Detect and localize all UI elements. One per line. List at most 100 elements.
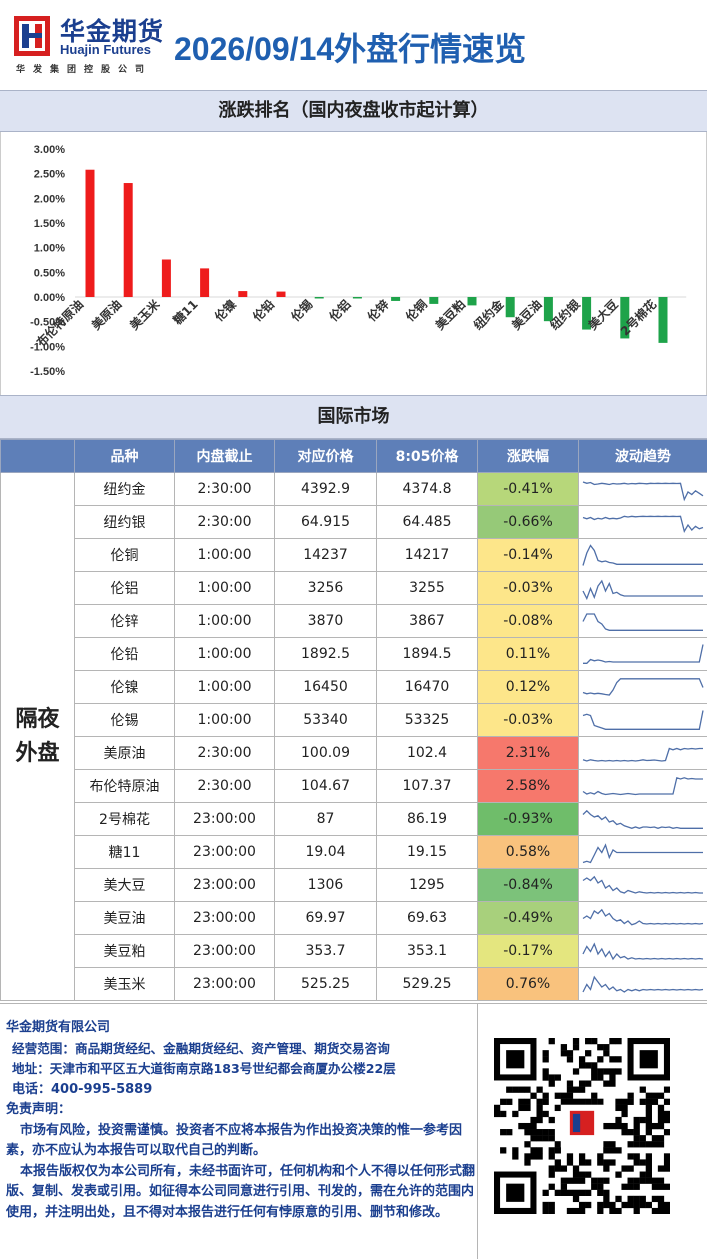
bar-美豆油 — [543, 297, 553, 322]
cell-ref-price: 1306 — [274, 868, 377, 902]
cell-ref-price: 87 — [274, 802, 377, 836]
bar-伦铜 — [429, 297, 439, 304]
cell-cutoff: 1:00:00 — [174, 604, 275, 638]
x-tick-label: 伦铝 — [326, 297, 354, 325]
cell-trend — [578, 967, 707, 1001]
table-header-row: 品种 内盘截止 对应价格 8:05价格 涨跌幅 波动趋势 — [0, 439, 707, 473]
cell-cutoff: 23:00:00 — [174, 868, 275, 902]
y-tick-label: -1.00% — [30, 341, 65, 353]
trend-sparkline — [582, 975, 704, 993]
y-tick-label: 2.50% — [34, 169, 65, 181]
trend-line — [582, 677, 704, 696]
cell-cutoff: 23:00:00 — [174, 901, 275, 935]
cell-trend — [578, 637, 707, 671]
x-tick-label: 伦铜 — [402, 297, 430, 325]
ranking-section-title: 涨跌排名（国内夜盘收市起计算） — [0, 90, 707, 132]
trend-line — [582, 941, 704, 960]
cell-ref-price: 69.97 — [274, 901, 377, 935]
cell-ref-price: 3870 — [274, 604, 377, 638]
header-group — [0, 439, 75, 473]
trend-sparkline — [582, 612, 703, 631]
table-row: 伦铜 1:00:00 14237 14217 -0.14% — [1, 538, 707, 572]
cell-price-805: 529.25 — [376, 967, 478, 1001]
cell-ref-price: 53340 — [274, 703, 377, 737]
table-row: 美大豆 23:00:00 1306 1295 -0.84% — [1, 868, 707, 902]
cell-name: 伦铝 — [74, 571, 175, 605]
cell-trend — [578, 472, 707, 506]
trend-line — [582, 709, 704, 730]
bar-2号棉花 — [658, 297, 668, 343]
trend-sparkline — [582, 809, 703, 829]
cell-name: 伦锡 — [74, 703, 175, 737]
cell-trend — [578, 505, 707, 539]
trend-sparkline — [582, 776, 703, 795]
trend-sparkline — [582, 677, 704, 696]
trend-line — [582, 515, 704, 533]
cell-cutoff: 1:00:00 — [174, 538, 275, 572]
cell-change: 2.31% — [477, 736, 579, 770]
trend-sparkline — [582, 480, 704, 501]
trend-sparkline — [582, 543, 703, 566]
cell-cutoff: 23:00:00 — [174, 802, 275, 836]
cell-ref-price: 100.09 — [274, 736, 377, 770]
x-tick-label: 美玉米 — [126, 296, 163, 333]
trend-sparkline — [582, 747, 703, 762]
trend-line — [582, 809, 703, 829]
company-name: 华金期货有限公司 — [6, 1020, 111, 1035]
cell-price-805: 3867 — [376, 604, 478, 638]
cell-name: 伦铅 — [74, 637, 175, 671]
cell-change: 2.58% — [477, 769, 579, 803]
trend-line — [582, 908, 704, 926]
cell-price-805: 4374.8 — [376, 472, 478, 506]
table-row: 伦铅 1:00:00 1892.5 1894.5 0.11% — [1, 637, 707, 671]
cell-change: 0.76% — [477, 967, 579, 1001]
cell-ref-price: 353.7 — [274, 934, 377, 968]
cell-name: 2号棉花 — [74, 802, 175, 836]
bar-伦锡 — [314, 297, 324, 299]
bar-伦铅 — [276, 291, 286, 297]
cell-price-805: 19.15 — [376, 835, 478, 869]
cell-cutoff: 23:00:00 — [174, 967, 275, 1001]
trend-sparkline — [582, 842, 703, 863]
cell-name: 美豆油 — [74, 901, 175, 935]
cell-price-805: 14217 — [376, 538, 478, 572]
cell-change: -0.41% — [477, 472, 579, 506]
cell-ref-price: 16450 — [274, 670, 377, 704]
cell-name: 布伦特原油 — [74, 769, 175, 803]
bar-伦铝 — [352, 297, 362, 299]
table-row: 糖11 23:00:00 19.04 19.15 0.58% — [1, 835, 707, 869]
cell-price-805: 353.1 — [376, 934, 478, 968]
business-scope: 经营范围：商品期货经纪、金融期货经纪、资产管理、期货交易咨询 — [12, 1040, 390, 1056]
cell-name: 美大豆 — [74, 868, 175, 902]
company-phone: 电话：400-995-5889 — [12, 1081, 153, 1097]
cell-name: 伦铜 — [74, 538, 175, 572]
cell-change: 0.11% — [477, 637, 579, 671]
brand-subtitle: 华发集团控股公司 — [16, 65, 153, 75]
report-title: 2026/09/14外盘行情速览 — [174, 31, 527, 67]
cell-price-805: 86.19 — [376, 802, 478, 836]
x-tick-label: 伦铅 — [250, 297, 278, 325]
trend-line — [582, 842, 703, 863]
table-row: 美玉米 23:00:00 525.25 529.25 0.76% — [1, 967, 707, 1001]
header: 华金期货 Huajin Futures 华发集团控股公司 2026/09/14外… — [0, 0, 707, 90]
cell-cutoff: 1:00:00 — [174, 670, 275, 704]
trend-line — [582, 480, 704, 501]
cell-price-805: 102.4 — [376, 736, 478, 770]
cell-ref-price: 64.915 — [274, 505, 377, 539]
bar-美豆粕 — [467, 297, 477, 306]
cell-trend — [578, 934, 707, 968]
cell-change: -0.84% — [477, 868, 579, 902]
cell-name: 美豆粕 — [74, 934, 175, 968]
table-row: 美豆油 23:00:00 69.97 69.63 -0.49% — [1, 901, 707, 935]
cell-change: -0.49% — [477, 901, 579, 935]
intl-market-section-title: 国际市场 — [0, 395, 707, 439]
cell-change: 0.12% — [477, 670, 579, 704]
cell-ref-price: 104.67 — [274, 769, 377, 803]
x-tick-label: 伦锡 — [288, 297, 316, 325]
cell-name: 纽约银 — [74, 505, 175, 539]
cell-cutoff: 23:00:00 — [174, 934, 275, 968]
cell-price-805: 3255 — [376, 571, 478, 605]
disclaimer-text-1: 市场有风险，投资需谨慎。投资者不应将本报告为作出投资决策的惟一参考因素，亦不应认… — [6, 1122, 463, 1159]
cell-ref-price: 525.25 — [274, 967, 377, 1001]
group-label: 隔夜 外盘 — [0, 472, 75, 1001]
